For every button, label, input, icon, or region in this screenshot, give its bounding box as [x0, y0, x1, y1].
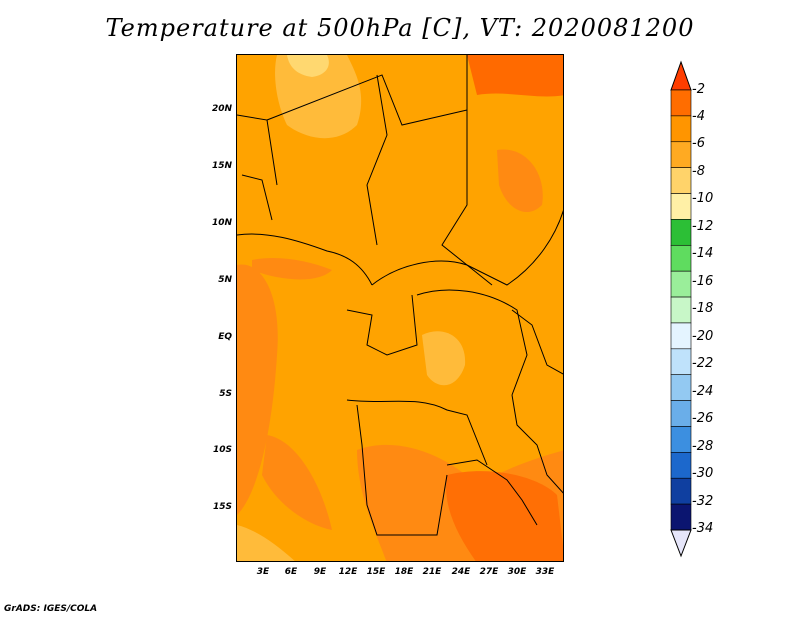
colorbar-label: -26 [692, 411, 714, 426]
colorbar-label: -30 [692, 466, 714, 481]
gulf-warm-region [252, 258, 332, 280]
lon-label: 3E [256, 567, 270, 577]
map-title: Temperature at 500hPa [C], VT: 202008120… [105, 14, 695, 42]
colorbar-box [670, 219, 692, 246]
lon-label: 33E [535, 567, 555, 577]
colorbar-box [670, 400, 692, 427]
lon-label: 12E [338, 567, 358, 577]
border-line [346, 294, 418, 356]
colorbar-boxes [670, 89, 692, 531]
colorbar-label: -18 [692, 301, 714, 316]
east-warm-region [497, 149, 543, 213]
lon-label: 6E [284, 567, 298, 577]
colorbar-box [670, 374, 692, 401]
colorbar-label: -12 [692, 219, 714, 234]
colorbar-box [670, 296, 692, 324]
border-line [441, 55, 493, 286]
west-warm-region [237, 264, 278, 515]
border-line [346, 399, 488, 466]
lat-label: 15S [212, 502, 232, 512]
lat-label: 20N [211, 104, 232, 114]
country-borders [237, 55, 563, 536]
border-line [371, 209, 563, 286]
lon-label: 24E [451, 567, 471, 577]
colorbar-label: -6 [692, 136, 705, 151]
southeast-hot-region [446, 471, 563, 561]
lat-label: 5N [218, 275, 232, 285]
border-line [237, 233, 373, 286]
southwest-warm-region [262, 435, 332, 530]
colorbar-label: -24 [692, 384, 714, 399]
lon-label: 18E [394, 567, 414, 577]
colorbar-box [670, 141, 692, 168]
colorbar-box [670, 193, 692, 220]
colorbar-label: -34 [692, 521, 714, 536]
colorbar-bottom-arrow [670, 529, 692, 558]
north-cool-region [275, 55, 362, 139]
border-line [511, 394, 563, 494]
border-line [511, 309, 563, 375]
lon-label: 9E [313, 567, 327, 577]
central-cool-region [422, 331, 466, 386]
border-line [416, 289, 528, 396]
colorbar [670, 60, 692, 558]
lon-label: 21E [422, 567, 442, 577]
colorbar-box [670, 477, 692, 505]
lat-label: 5S [219, 389, 232, 399]
north-cooler-region [287, 55, 329, 77]
footer-credit: GrADS: IGES/COLA [4, 604, 98, 614]
colorbar-label: -28 [692, 439, 714, 454]
colorbar-label: -10 [692, 191, 714, 206]
border-line [266, 74, 468, 126]
lon-label: 30E [507, 567, 527, 577]
border-line [356, 404, 448, 536]
lat-label: 10S [212, 445, 232, 455]
southwest-cool-region [237, 525, 295, 561]
colorbar-box [670, 503, 692, 531]
colorbar-box [670, 452, 692, 479]
colorbar-box [670, 322, 692, 350]
lon-label: 27E [479, 567, 499, 577]
colorbar-box [670, 270, 692, 298]
colorbar-label: -14 [692, 246, 714, 261]
colorbar-box [670, 244, 692, 272]
colorbar-label: -20 [692, 329, 714, 344]
colorbar-box [670, 167, 692, 194]
colorbar-label: -4 [692, 109, 705, 124]
lon-label: 15E [366, 567, 386, 577]
border-line [446, 459, 538, 526]
border-line [237, 114, 278, 186]
colorbar-box [670, 426, 692, 453]
border-line [241, 174, 273, 221]
colorbar-box [670, 115, 692, 143]
colorbar-label: -8 [692, 164, 705, 179]
lat-label: EQ [218, 332, 232, 342]
temperature-map [236, 54, 564, 562]
border-line [366, 74, 388, 246]
northeast-hot-region [467, 55, 563, 97]
colorbar-label: -32 [692, 494, 714, 509]
colorbar-label: -2 [692, 82, 705, 97]
map-svg [237, 55, 563, 561]
colorbar-top-arrow [670, 60, 692, 91]
colorbar-box [670, 89, 692, 117]
colorbar-box [670, 348, 692, 376]
colorbar-label: -16 [692, 274, 714, 289]
colorbar-label: -22 [692, 356, 714, 371]
lat-label: 10N [211, 218, 232, 228]
lat-label: 15N [211, 161, 232, 171]
